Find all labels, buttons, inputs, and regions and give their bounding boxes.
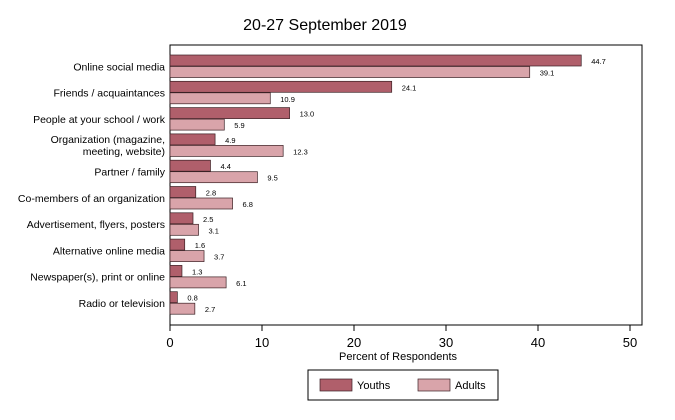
bar-youths <box>169 54 582 67</box>
bar-youths <box>169 265 183 277</box>
legend-label-youths: Youths <box>357 380 391 392</box>
bar-adults <box>169 145 284 157</box>
category-label: Organization (magazine, <box>51 134 165 146</box>
category-label: Friends / acquaintances <box>54 88 165 100</box>
bar-adults <box>169 302 196 315</box>
value-label: 13.0 <box>300 110 315 119</box>
bar-adults <box>169 276 227 289</box>
value-label: 39.1 <box>540 69 555 78</box>
bar-youths <box>169 186 197 198</box>
bar-adults <box>169 66 531 78</box>
legend: Youths Adults <box>307 369 499 401</box>
x-axis-label: Percent of Respondents <box>339 351 458 363</box>
value-label: 6.1 <box>236 279 246 288</box>
value-label: 0.8 <box>187 294 197 303</box>
value-label: 4.9 <box>225 136 235 145</box>
x-tick-label: 30 <box>439 335 453 350</box>
x-axis: 0 10 20 30 40 50 <box>166 325 637 350</box>
value-label: 10.9 <box>280 95 295 104</box>
bar-adults <box>169 92 271 105</box>
x-tick-label: 40 <box>531 335 545 350</box>
x-tick-label: 20 <box>347 335 361 350</box>
legend-swatch-adults <box>417 378 451 392</box>
x-tick-label: 10 <box>255 335 269 350</box>
category-labels: Online social media Friends / acquaintanc… <box>18 61 166 310</box>
legend-label-adults: Adults <box>455 380 486 392</box>
plot-frame <box>169 44 643 326</box>
value-label: 1.3 <box>192 267 202 276</box>
value-label: 2.8 <box>206 189 216 198</box>
bar-youths <box>169 107 290 119</box>
value-label: 6.8 <box>243 200 253 209</box>
value-label: 3.7 <box>214 253 224 262</box>
category-label: Alternative online media <box>53 245 165 257</box>
bar-youths <box>169 238 186 251</box>
bar-youths <box>169 291 178 304</box>
value-label: 3.1 <box>209 226 219 235</box>
bar-adults <box>169 250 205 262</box>
category-label: Partner / family <box>94 166 165 178</box>
category-label: Co-members of an organization <box>18 193 165 205</box>
bar-adults <box>169 223 199 236</box>
value-label: 44.7 <box>591 57 606 66</box>
category-label: People at your school / work <box>33 114 166 126</box>
category-label: meeting, website) <box>83 146 165 158</box>
value-label: 9.5 <box>267 174 277 183</box>
category-label: Newspaper(s), print or online <box>30 272 165 284</box>
chart-title: 20-27 September 2019 <box>243 17 407 34</box>
bar-youths <box>169 133 216 146</box>
x-tick-label: 50 <box>623 335 637 350</box>
category-label: Advertisement, flyers, posters <box>27 219 165 231</box>
value-label: 2.5 <box>203 215 213 224</box>
bar-youths <box>169 159 211 172</box>
value-label: 1.6 <box>195 241 205 250</box>
value-label: 2.7 <box>205 305 215 314</box>
category-label: Radio or television <box>79 298 166 310</box>
value-label: 4.4 <box>220 162 230 171</box>
bar-youths <box>169 212 194 225</box>
value-label: 24.1 <box>402 83 417 92</box>
bar-adults <box>169 171 258 184</box>
legend-swatch-youths <box>319 378 353 392</box>
x-tick-label: 0 <box>166 335 173 350</box>
bar-adults <box>169 118 225 131</box>
bar-adults <box>169 197 233 210</box>
value-labels: 44.7 39.1 24.1 10.9 13.0 5.9 4.9 12.3 4.4 9.5 2.8 6… <box>187 57 605 314</box>
category-label: Online social media <box>73 61 165 73</box>
bar-youths <box>169 80 393 93</box>
value-label: 5.9 <box>234 121 244 130</box>
value-label: 12.3 <box>293 147 308 156</box>
bars <box>169 54 582 315</box>
